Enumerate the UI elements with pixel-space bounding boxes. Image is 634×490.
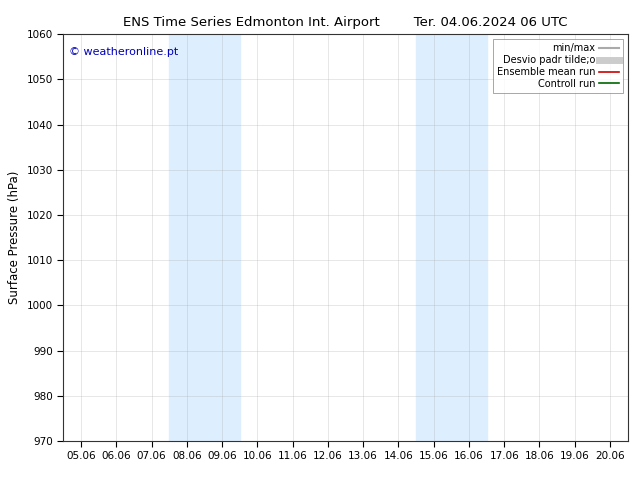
Title: ENS Time Series Edmonton Int. Airport        Ter. 04.06.2024 06 UTC: ENS Time Series Edmonton Int. Airport Te… (123, 16, 568, 29)
Bar (169, 34, 240, 441)
Bar (416, 34, 487, 441)
Legend: min/max, Desvio padr tilde;o, Ensemble mean run, Controll run: min/max, Desvio padr tilde;o, Ensemble m… (493, 39, 623, 93)
Text: © weatheronline.pt: © weatheronline.pt (69, 47, 178, 56)
Y-axis label: Surface Pressure (hPa): Surface Pressure (hPa) (8, 171, 21, 304)
